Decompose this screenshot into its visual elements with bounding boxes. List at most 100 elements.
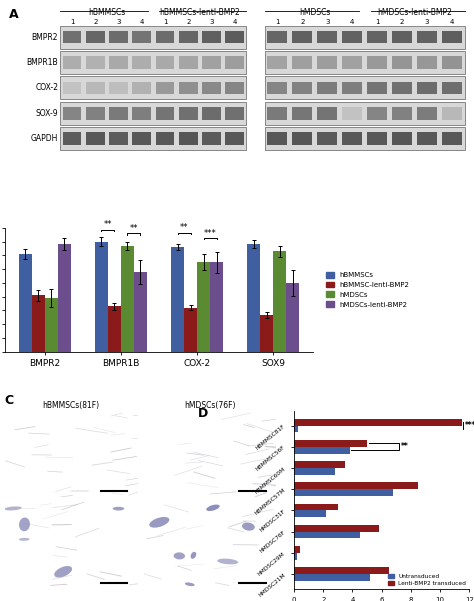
Bar [367,82,387,94]
Ellipse shape [19,517,30,531]
Legend: Untransduced, Lenti-BMP2 transduced: Untransduced, Lenti-BMP2 transduced [388,574,466,586]
Bar [367,132,387,145]
Bar [417,82,437,94]
Ellipse shape [173,552,185,560]
Bar [294,546,300,553]
Bar [155,82,174,94]
Text: 1: 1 [275,19,280,25]
Bar [265,127,465,150]
Bar [226,107,244,120]
Bar [226,82,244,94]
Bar [184,308,197,352]
Bar [267,132,287,145]
Bar [294,574,370,581]
Bar [267,107,287,120]
Bar [294,447,349,454]
Bar [286,283,299,352]
Bar [392,132,412,145]
Text: 4: 4 [450,19,454,25]
Bar [19,254,32,352]
Bar [417,56,437,69]
Text: 2: 2 [400,19,404,25]
Text: 1: 1 [163,19,167,25]
Bar [61,127,246,150]
Bar [179,31,198,43]
Text: 2: 2 [300,19,304,25]
Text: C: C [5,394,14,407]
Bar [294,532,360,538]
Bar [61,51,246,74]
Text: 3: 3 [116,19,121,25]
Bar [45,298,58,352]
Bar [108,307,121,352]
Text: GAPDH: GAPDH [31,134,58,143]
Bar [292,56,312,69]
Bar [109,31,128,43]
Bar [294,468,335,475]
Bar [317,31,337,43]
Bar [179,107,198,120]
Bar [367,107,387,120]
Text: 4: 4 [350,19,355,25]
Bar [265,102,465,124]
Bar [267,31,287,43]
Bar [292,82,312,94]
Bar [265,76,465,99]
Text: ***: *** [204,229,217,238]
Bar [317,82,337,94]
Bar [132,132,151,145]
Text: COX-2: COX-2 [35,84,58,93]
Bar [61,102,246,124]
Bar [342,132,362,145]
Bar [155,56,174,69]
Bar [134,272,147,352]
Text: D: D [198,407,208,420]
Bar [171,247,184,352]
Bar [367,31,387,43]
Bar [210,262,223,352]
Legend: hBMMSCs, hBMMSC-lenti-BMP2, hMDSCs, hMDSCs-lenti-BMP2: hBMMSCs, hBMMSC-lenti-BMP2, hMDSCs, hMDS… [326,272,410,308]
Bar [294,553,297,560]
Bar [294,504,338,510]
Bar [179,132,198,145]
Text: hMDSCs: hMDSCs [299,8,330,17]
Bar [342,107,362,120]
Bar [265,26,465,49]
Bar [109,82,128,94]
Bar [342,82,362,94]
Ellipse shape [4,507,22,510]
Ellipse shape [149,517,169,528]
Bar [63,31,82,43]
Bar [294,510,326,517]
Bar [392,82,412,94]
Ellipse shape [191,552,196,559]
Ellipse shape [206,505,220,511]
Bar [155,132,174,145]
Bar [265,51,465,74]
Text: BMPR2: BMPR2 [32,32,58,41]
Bar [197,262,210,352]
Bar [63,107,82,120]
Bar [442,82,462,94]
Bar [267,82,287,94]
Bar [417,31,437,43]
Text: 3: 3 [325,19,329,25]
Text: 2: 2 [93,19,98,25]
Title: hBMMSCs(81F): hBMMSCs(81F) [43,401,100,410]
Title: hMDSCs(76F): hMDSCs(76F) [184,401,236,410]
Text: 2: 2 [186,19,191,25]
Bar [179,56,198,69]
Bar [392,56,412,69]
Bar [121,246,134,352]
Bar [292,31,312,43]
Text: 3: 3 [425,19,429,25]
Bar [442,56,462,69]
Bar [342,56,362,69]
Ellipse shape [185,582,195,586]
Bar [294,489,393,496]
Bar [61,76,246,99]
Bar [392,31,412,43]
Bar [109,107,128,120]
Text: A: A [9,8,19,20]
Bar [273,251,286,352]
